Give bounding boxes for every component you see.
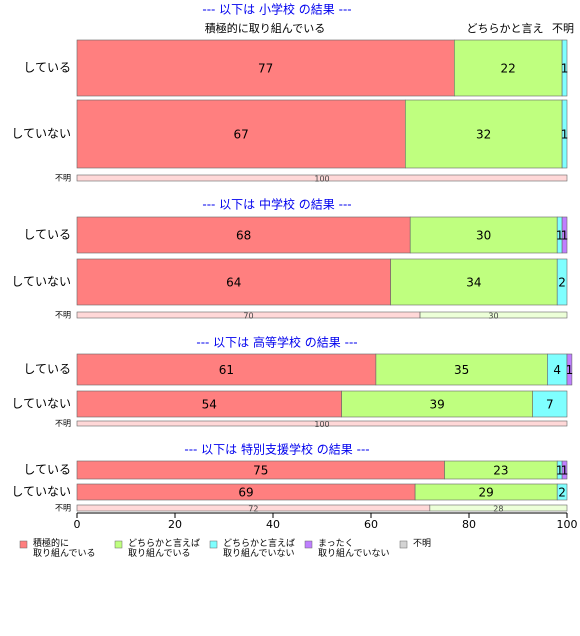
value-label: 23 (493, 464, 508, 478)
value-label: 34 (466, 276, 481, 290)
legend-swatch (209, 540, 218, 549)
category-label: していない (11, 127, 71, 141)
value-label: 39 (430, 398, 445, 412)
legend-swatch (114, 540, 123, 549)
value-label: 70 (243, 312, 253, 321)
bar-segment (76, 353, 377, 386)
bar-segment (561, 216, 568, 254)
panel-title: --- 以下は 高等学校 の結果 --- (196, 335, 357, 350)
bar-segment (556, 483, 568, 501)
bar-segment (561, 39, 568, 97)
value-label: 30 (488, 312, 498, 321)
value-label: 1 (561, 128, 569, 142)
value-label: 2 (558, 276, 566, 290)
value-label: 1 (556, 464, 564, 478)
value-label: 72 (248, 505, 258, 514)
panel-title: --- 以下は 小学校 の結果 --- (202, 2, 351, 17)
value-label: 29 (479, 486, 494, 500)
bar-segment (561, 99, 568, 169)
value-label: 1 (561, 62, 569, 76)
value-label: 22 (501, 62, 516, 76)
bar-segment (76, 258, 391, 306)
bar-segment (556, 258, 568, 306)
bar-segment (453, 39, 563, 97)
value-label: 2 (558, 486, 566, 500)
x-tick-label: 80 (462, 518, 476, 531)
value-label: 1 (556, 229, 564, 243)
bar-segment (429, 504, 568, 512)
value-label: 35 (454, 363, 469, 377)
legend-swatch (304, 540, 313, 549)
value-label: 100 (314, 420, 329, 429)
value-label: 30 (476, 229, 491, 243)
x-tick-label: 60 (364, 518, 378, 531)
legend-label: 不明 (413, 539, 432, 549)
value-label: 28 (493, 505, 503, 514)
column-label: 不明 (552, 22, 574, 35)
category-label: している (23, 228, 71, 242)
value-label: 1 (561, 464, 569, 478)
value-label: 64 (226, 276, 241, 290)
value-label: 77 (258, 62, 273, 76)
value-label: 54 (202, 398, 217, 412)
bar-segment (76, 420, 568, 427)
panel-title: --- 以下は 中学校 の結果 --- (202, 197, 351, 212)
category-label: 不明 (55, 174, 71, 183)
value-label: 32 (476, 128, 491, 142)
bar-segment (419, 311, 568, 319)
x-tick-label: 0 (74, 518, 81, 531)
category-label: している (23, 61, 71, 75)
category-label: していない (11, 397, 71, 411)
value-label: 61 (219, 363, 234, 377)
bar-segment (561, 460, 568, 480)
bar-segment (532, 390, 568, 418)
category-label: している (23, 362, 71, 376)
x-tick-label: 100 (557, 518, 578, 531)
legend-label: どちらかと言えば 取り組んでいる (128, 539, 201, 559)
bar-segment (76, 216, 411, 254)
column-label: 積極的に取り組んでいる (205, 21, 325, 35)
category-label: していない (11, 485, 71, 499)
value-label: 69 (238, 486, 253, 500)
bar-segment (390, 258, 558, 306)
value-label: 4 (553, 363, 561, 377)
legend-label: 積極的に 取り組んでいる (33, 539, 96, 559)
category-label: 不明 (55, 419, 71, 428)
column-label: どちらかと言え (467, 22, 544, 35)
bar-segment (76, 39, 455, 97)
value-label: 1 (561, 229, 569, 243)
panel-title: --- 以下は 特別支援学校 の結果 --- (184, 442, 369, 457)
value-label: 1 (566, 363, 574, 377)
bar-segment (404, 99, 563, 169)
x-tick-label: 20 (168, 518, 182, 531)
value-label: 7 (546, 398, 554, 412)
category-label: 不明 (55, 311, 71, 320)
bar-segment (375, 353, 548, 386)
category-label: していない (11, 275, 71, 289)
bar-segment (566, 353, 573, 386)
bar-segment (409, 216, 558, 254)
legend-label: まったく 取り組んでいない (318, 539, 390, 559)
bar-segment (76, 390, 342, 418)
legend-swatch (399, 540, 408, 549)
value-label: 67 (234, 128, 249, 142)
bar-segment (76, 174, 568, 182)
value-label: 75 (253, 464, 268, 478)
legend-swatch (19, 540, 28, 549)
category-label: 不明 (55, 504, 71, 513)
bar-segment (76, 99, 406, 169)
x-tick-label: 40 (266, 518, 280, 531)
value-label: 68 (236, 229, 251, 243)
legend-label: どちらかと言えば 取り組んでいない (223, 539, 296, 559)
value-label: 100 (314, 175, 329, 184)
bar-segment (341, 390, 534, 418)
category-label: している (23, 463, 71, 477)
